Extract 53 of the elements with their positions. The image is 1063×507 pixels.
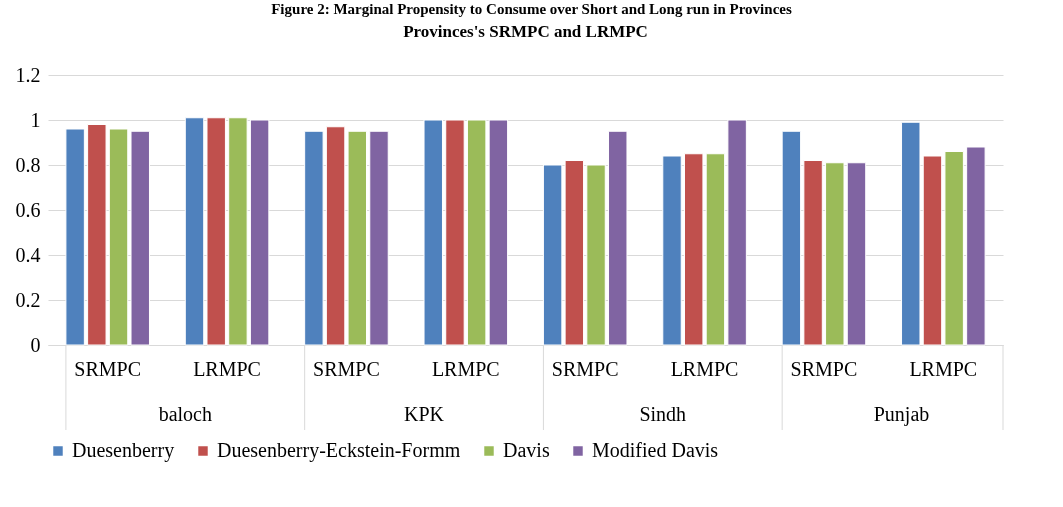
- bar: [108, 128, 129, 346]
- y-tick-label: 1.2: [15, 63, 41, 86]
- bar: [683, 153, 704, 346]
- x-tick-label: LRMPC: [909, 357, 978, 380]
- legend-label: Duesenberry: [72, 439, 175, 462]
- bar: [922, 155, 943, 346]
- bar: [846, 162, 867, 346]
- bar: [369, 130, 389, 346]
- x-tick-label: LRMPC: [193, 357, 261, 380]
- bar: [445, 119, 465, 346]
- text: baloch: [158, 403, 212, 425]
- legend-label: Modified Davis: [592, 439, 719, 461]
- y-tick-label: 0.6: [15, 198, 41, 221]
- chart-title: Provinces's SRMPC and LRMPC: [403, 22, 648, 41]
- bar: [206, 117, 226, 346]
- x-tick-label: LRMPC: [431, 357, 500, 380]
- x-tick-label: SRMPC: [551, 357, 619, 380]
- bar: [228, 117, 248, 346]
- bar: [586, 164, 606, 346]
- y-tick-label: 0: [30, 333, 41, 356]
- bar: [130, 130, 150, 346]
- y-tick-label: 0.4: [15, 243, 41, 266]
- y-tick-label: 0.2: [15, 288, 41, 311]
- text: Sindh: [639, 403, 687, 425]
- bar: [325, 126, 346, 346]
- x-tick-label: SRMPC: [313, 357, 380, 380]
- bar: [662, 155, 682, 346]
- bar: [184, 117, 205, 346]
- bar: [249, 119, 270, 346]
- bar: [901, 121, 921, 346]
- x-tick-label: LRMPC: [670, 357, 739, 380]
- x-tick-label: SRMPC: [74, 357, 142, 380]
- bar: [781, 130, 802, 346]
- bar: [608, 130, 628, 346]
- bar: [65, 128, 85, 346]
- y-tick-label: 1: [30, 108, 41, 131]
- x-tick-label: SRMPC: [790, 357, 858, 380]
- legend-label: Davis: [503, 439, 550, 461]
- bar: [705, 153, 726, 346]
- bar: [803, 160, 823, 346]
- bar: [727, 119, 747, 346]
- text: KPK: [404, 403, 445, 425]
- bar: [304, 130, 324, 346]
- bar: [825, 162, 845, 346]
- bar: [944, 151, 964, 346]
- bar: [347, 130, 368, 346]
- caption: Figure 2: Marginal Propensity to Consume over Short and Long run in Provinces: [270, 0, 793, 18]
- bar: [966, 146, 986, 346]
- bar: [423, 119, 443, 346]
- text: Punjab: [873, 403, 930, 426]
- y-tick-label: 0.8: [15, 153, 41, 176]
- legend-label: Duesenberry-Eckstein-Formm: [217, 439, 461, 462]
- bar: [87, 124, 107, 346]
